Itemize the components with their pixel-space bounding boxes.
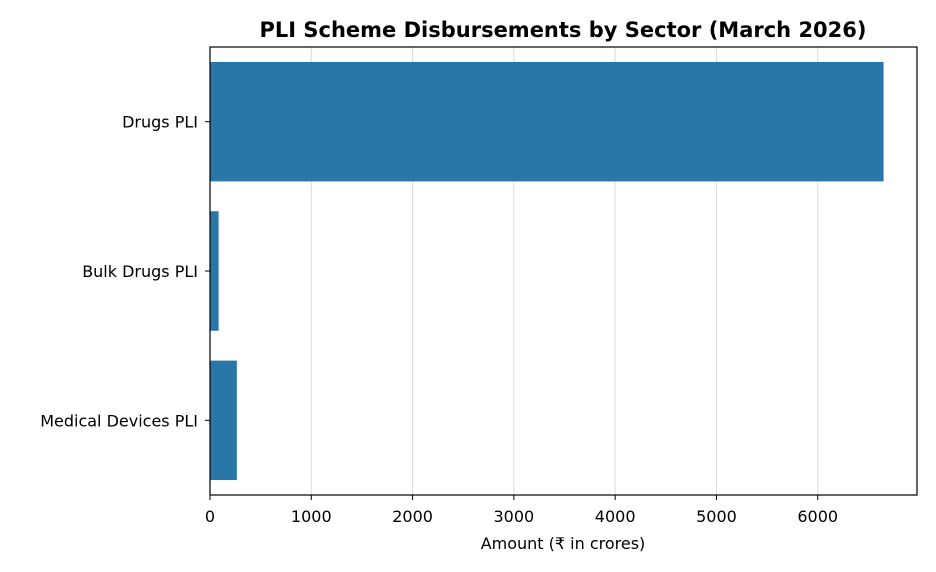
x-tick-label: 2000 xyxy=(392,507,433,526)
x-axis-label: Amount (₹ in crores) xyxy=(481,534,646,553)
x-tick-label: 5000 xyxy=(696,507,737,526)
x-tick-label: 1000 xyxy=(291,507,332,526)
bar xyxy=(210,61,884,182)
chart-title: PLI Scheme Disbursements by Sector (Marc… xyxy=(260,18,867,42)
y-axis: Drugs PLI Bulk Drugs PLI Medical Devices P… xyxy=(40,113,210,430)
x-tick-label: 4000 xyxy=(595,507,636,526)
bars-layer xyxy=(210,61,884,481)
x-tick-label: 0 xyxy=(205,507,215,526)
y-tick-label: Drugs PLI xyxy=(122,113,198,132)
bar xyxy=(210,360,237,481)
x-tick-label: 6000 xyxy=(797,507,838,526)
bar xyxy=(210,211,219,331)
y-tick-label: Bulk Drugs PLI xyxy=(82,262,198,281)
x-tick-label: 3000 xyxy=(494,507,535,526)
x-axis: 0 1000 2000 3000 4000 5000 6000 xyxy=(205,495,838,526)
y-tick-label: Medical Devices PLI xyxy=(40,411,198,430)
